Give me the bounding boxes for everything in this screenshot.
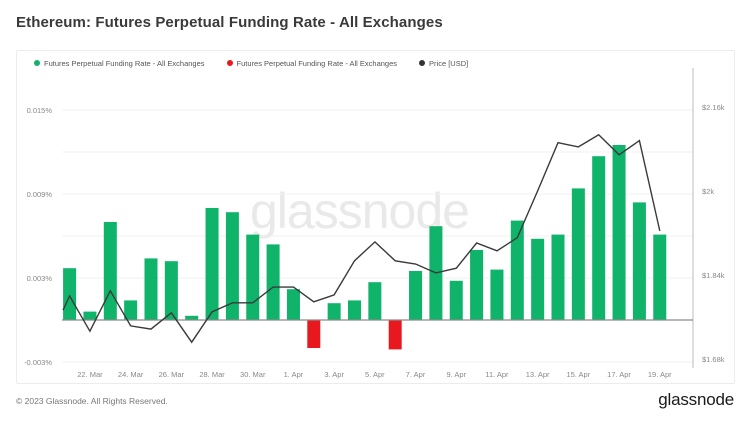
x-axis-tick-label: 1. Apr [284, 370, 304, 379]
x-axis-tick-label: 11. Apr [485, 370, 509, 379]
bar-positive[interactable] [225, 212, 239, 320]
x-axis-tick-label: 13. Apr [526, 370, 550, 379]
bar-positive[interactable] [409, 271, 423, 320]
bar-positive[interactable] [185, 315, 199, 320]
bar-negative[interactable] [307, 320, 321, 348]
bar-positive[interactable] [531, 238, 545, 320]
legend-item-funding-negative[interactable]: Futures Perpetual Funding Rate - All Exc… [226, 58, 398, 68]
bar-positive[interactable] [571, 188, 585, 320]
legend-label: Futures Perpetual Funding Rate - All Exc… [44, 58, 205, 68]
chart-title: Ethereum: Futures Perpetual Funding Rate… [16, 14, 443, 31]
bar-positive[interactable] [124, 300, 138, 320]
bar-positive[interactable] [592, 156, 606, 320]
bar-positive[interactable] [246, 234, 260, 320]
x-axis-tick-label: 9. Apr [446, 370, 466, 379]
glassnode-logo[interactable]: glassnode [658, 390, 734, 409]
x-axis-tick-label: 5. Apr [365, 370, 385, 379]
bar-positive[interactable] [164, 261, 178, 320]
legend-item-funding-positive[interactable]: Futures Perpetual Funding Rate - All Exc… [34, 59, 205, 68]
legend-item-price[interactable]: Price [USD] [419, 59, 468, 68]
y2-axis-tick-label: $1.84k [702, 271, 725, 280]
bar-positive[interactable] [632, 202, 646, 320]
bar-positive[interactable] [490, 269, 504, 320]
y2-axis-tick-label: $1.68k [702, 355, 725, 364]
bar-positive[interactable] [266, 244, 280, 320]
x-axis-tick-label: 17. Apr [607, 370, 631, 379]
y-axis-tick-label: -0.003% [24, 358, 52, 367]
bar-positive[interactable] [510, 220, 524, 320]
legend-label: Futures Perpetual Funding Rate - All Exc… [236, 58, 398, 68]
x-axis-tick-label: 15. Apr [566, 370, 590, 379]
y-axis-tick-label: 0.003% [27, 274, 53, 283]
red-dot-icon [226, 60, 233, 66]
copyright-text: © 2023 Glassnode. All Rights Reserved. [16, 396, 168, 406]
black-dot-icon [419, 60, 426, 66]
bar-positive[interactable] [653, 234, 667, 320]
y2-axis-tick-label: $2.16k [702, 103, 725, 112]
x-axis-tick-label: 28. Mar [199, 370, 225, 379]
x-axis-tick-label: 26. Mar [159, 370, 185, 379]
price-line[interactable] [62, 133, 661, 344]
bar-positive[interactable] [286, 289, 300, 320]
bar-positive[interactable] [470, 250, 484, 320]
bar-positive[interactable] [612, 145, 626, 320]
bar-positive[interactable] [205, 208, 219, 320]
x-axis-tick-label: 30. Mar [240, 370, 266, 379]
bar-positive[interactable] [144, 258, 158, 320]
x-axis-tick-label: 22. Mar [77, 370, 103, 379]
green-dot-icon [34, 60, 40, 66]
bar-positive[interactable] [449, 280, 463, 320]
bar-positive[interactable] [63, 268, 77, 320]
y-axis-tick-label: 0.015% [27, 106, 53, 115]
bar-negative[interactable] [388, 320, 402, 350]
bar-positive[interactable] [83, 311, 97, 320]
y-axis-tick-label: 0.009% [27, 190, 53, 199]
bar-positive[interactable] [368, 282, 382, 320]
bar-positive[interactable] [103, 222, 117, 320]
x-axis-tick-label: 3. Apr [324, 370, 344, 379]
chart-legend: Futures Perpetual Funding Rate - All Exc… [16, 56, 468, 70]
bar-positive[interactable] [348, 300, 361, 320]
bar-positive[interactable] [551, 234, 565, 320]
bar-positive[interactable] [327, 303, 341, 320]
legend-label: Price [USD] [429, 58, 469, 68]
x-axis-tick-label: 19. Apr [648, 370, 672, 379]
x-axis-tick-label: 7. Apr [406, 370, 426, 379]
y2-axis-tick-label: $2k [702, 187, 714, 196]
x-axis-tick-label: 24. Mar [118, 370, 144, 379]
